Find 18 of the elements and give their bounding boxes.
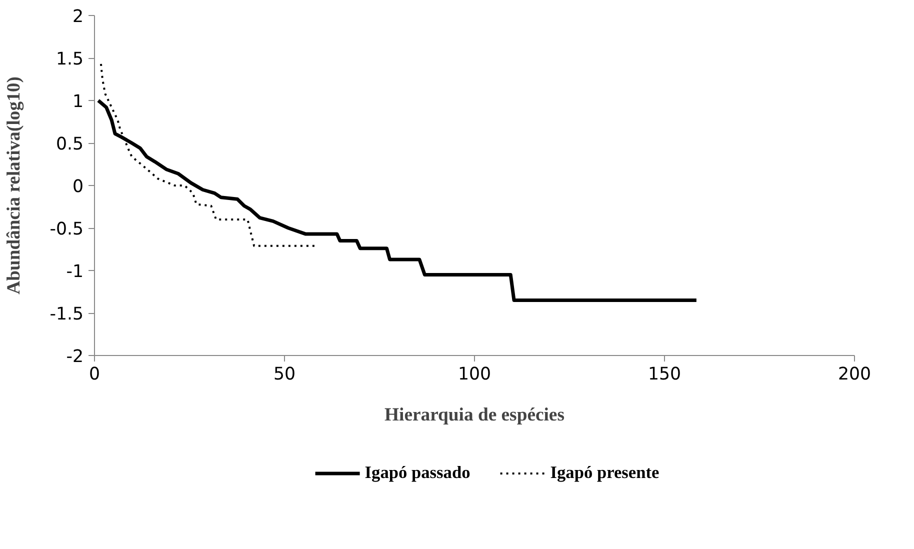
y-tick-label: 1 [72,92,84,112]
y-tick-label: 0 [72,177,84,197]
x-tick-label: 200 [838,364,872,384]
y-tick-label: -0.5 [50,220,84,240]
x-tick-label: 50 [273,364,296,384]
y-axis-title: Abundância relativa(log10) [4,76,25,294]
x-axis-title: Hierarquia de espécies [384,404,564,426]
y-tick-label: -1.5 [50,304,84,324]
y-tick-label: 2 [72,7,84,27]
x-tick-label: 0 [88,364,100,384]
y-tick-label: -1 [66,262,84,282]
y-tick-label: 0.5 [56,134,84,154]
legend-label: Igapó passado [364,463,470,483]
x-tick-label: 100 [458,364,492,384]
x-tick-label: 150 [648,364,682,384]
legend-label: Igapó presente [550,463,660,483]
y-tick-label: -2 [66,347,84,367]
y-tick-label: 1.5 [56,50,84,70]
